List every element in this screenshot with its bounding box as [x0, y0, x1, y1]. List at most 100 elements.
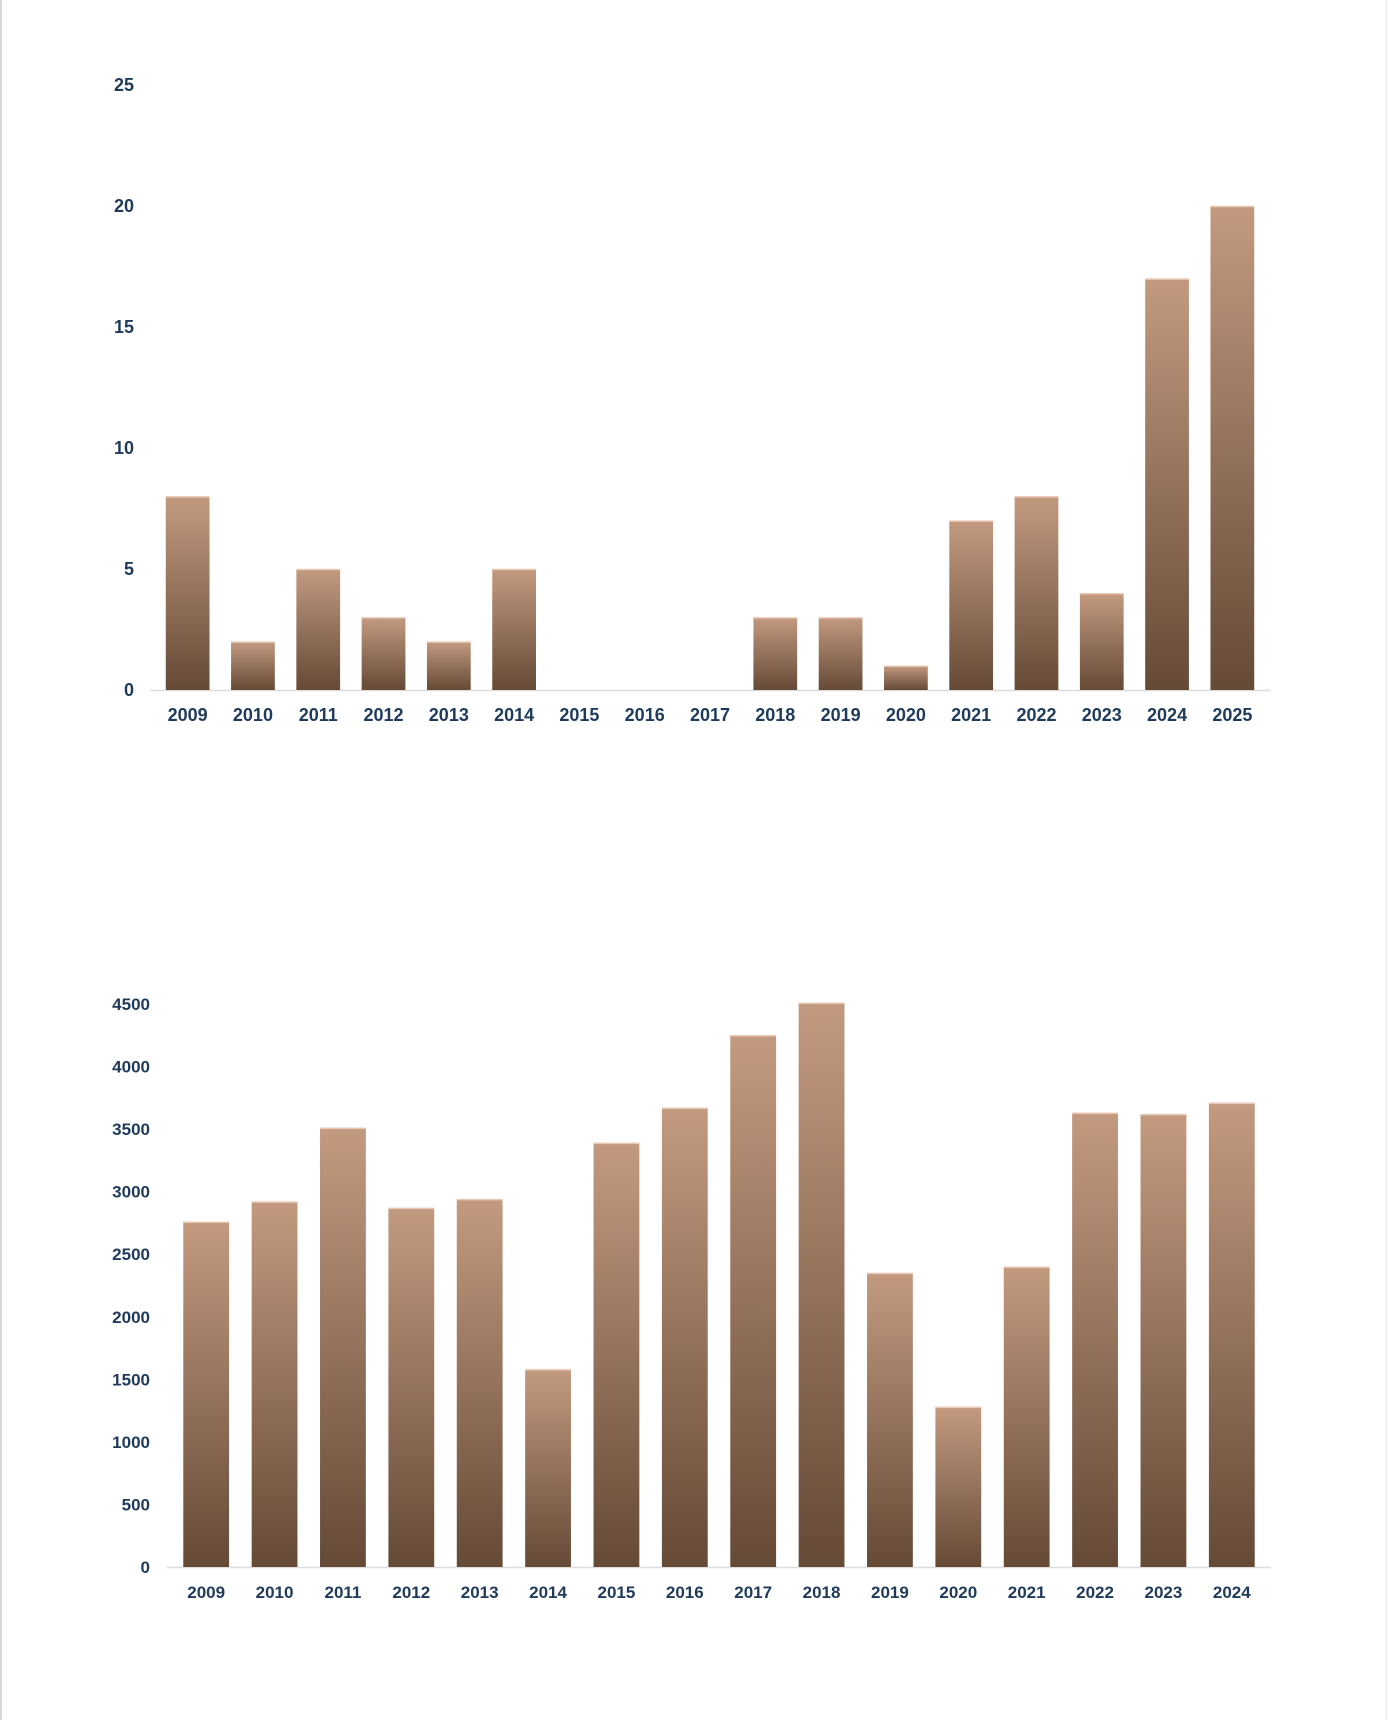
- c2-xtick-label: 2017: [734, 1583, 772, 1602]
- c1-xtick-label: 2020: [886, 705, 926, 725]
- c1-bar: [361, 617, 406, 690]
- c1-bar-group: 2012: [361, 617, 406, 725]
- c2-bar-group: 2022: [1072, 1112, 1118, 1602]
- c2-bar: [593, 1142, 640, 1567]
- c2-bar-group: 2018: [798, 1002, 845, 1602]
- c1-bar-group: 2011: [296, 568, 341, 725]
- c1-ytick-label: 15: [114, 317, 134, 337]
- c1-bar: [753, 617, 798, 690]
- c2-bar-group: 2011: [320, 1127, 366, 1602]
- c2-bar-group: 2019: [867, 1272, 913, 1602]
- c1-xtick-label: 2022: [1016, 705, 1056, 725]
- c1-xtick-label: 2021: [951, 705, 991, 725]
- c1-bar-group: 2017: [690, 705, 730, 725]
- c2-ytick-label: 500: [122, 1495, 150, 1514]
- c2-bar: [320, 1127, 366, 1567]
- c2-bar-group: 2021: [1003, 1266, 1050, 1602]
- c1-xtick-label: 2023: [1082, 705, 1122, 725]
- c1-bar: [1145, 278, 1189, 690]
- c1-xtick-label: 2017: [690, 705, 730, 725]
- c1-bar: [492, 569, 536, 690]
- c2-bar: [525, 1369, 571, 1567]
- c1-bar: [884, 665, 928, 690]
- c2-xtick-label: 2016: [666, 1583, 704, 1602]
- c2-bar: [251, 1201, 298, 1567]
- c1-bar: [1014, 496, 1059, 690]
- c1-xtick-label: 2019: [821, 705, 861, 725]
- c2-xtick-label: 2020: [939, 1583, 977, 1602]
- c1-ytick-label: 20: [114, 196, 134, 216]
- c2-bar: [1003, 1266, 1050, 1567]
- c2-xtick-label: 2010: [256, 1583, 294, 1602]
- c2-xtick-label: 2023: [1145, 1583, 1183, 1602]
- c2-bar: [730, 1035, 777, 1567]
- c1-xtick-label: 2018: [755, 705, 795, 725]
- c2-xtick-label: 2024: [1213, 1583, 1251, 1602]
- c2-bar-group: 2015: [593, 1142, 640, 1602]
- c2-bar: [935, 1406, 982, 1567]
- c1-xtick-label: 2024: [1147, 705, 1187, 725]
- c1-bar-group: 2022: [1014, 496, 1059, 725]
- c1-bar: [1079, 593, 1124, 690]
- c1-bar-group: 2021: [949, 520, 994, 725]
- c2-ytick-label: 3500: [112, 1120, 150, 1139]
- c1-bar-group: 2019: [818, 617, 863, 725]
- c2-xtick-label: 2011: [324, 1583, 361, 1602]
- c2-xtick-label: 2015: [598, 1583, 636, 1602]
- c2-bar: [661, 1107, 708, 1567]
- c1-bar-group: 2016: [625, 705, 665, 725]
- c1-bar: [818, 617, 863, 690]
- c1-bar-group: 2014: [492, 568, 536, 725]
- c2-bar: [456, 1199, 503, 1567]
- c1-bar: [949, 520, 994, 690]
- c1-bar-group: 2010: [231, 641, 275, 725]
- c2-ytick-label: 2500: [112, 1245, 150, 1264]
- c1-ytick-label: 10: [114, 438, 134, 458]
- chart-bottom: 0 500 1000 1500 2000 2500 3000 3500 4000 4500 2009…: [0, 900, 1388, 1660]
- c2-bar-group: 2009: [183, 1221, 230, 1602]
- c1-bar-group: 2025: [1210, 205, 1255, 725]
- c1-bar-group: 2015: [559, 705, 599, 725]
- c1-bar-group: 2018: [753, 617, 798, 725]
- chart-bottom-svg: 0 500 1000 1500 2000 2500 3000 3500 4000 4500 2009…: [112, 995, 1271, 1602]
- c1-xtick-label: 2013: [429, 705, 469, 725]
- c2-xtick-label: 2012: [392, 1583, 430, 1602]
- c1-ytick-label: 25: [114, 75, 134, 95]
- c1-bar-group: 2024: [1145, 278, 1189, 725]
- c2-xtick-label: 2021: [1008, 1583, 1046, 1602]
- c1-ytick-label: 0: [124, 680, 134, 700]
- c1-bar: [426, 641, 471, 690]
- c1-bar: [231, 641, 275, 690]
- c1-ytick-label: 5: [124, 559, 134, 579]
- c2-xtick-label: 2018: [803, 1583, 841, 1602]
- c2-xtick-label: 2013: [461, 1583, 499, 1602]
- c2-bar-group: 2024: [1208, 1102, 1255, 1602]
- c1-bar-group: 2020: [884, 665, 928, 725]
- c2-bar-group: 2016: [661, 1107, 708, 1602]
- c2-bar-group: 2013: [456, 1198, 503, 1602]
- c2-xtick-label: 2014: [529, 1583, 567, 1602]
- c1-bar-group: 2013: [426, 641, 471, 725]
- c2-bar: [1208, 1102, 1255, 1567]
- c1-bar: [1210, 206, 1255, 690]
- c1-bar: [165, 496, 210, 690]
- c1-bar-group: 2023: [1079, 592, 1124, 725]
- c1-xtick-label: 2016: [625, 705, 665, 725]
- c2-bar: [183, 1221, 230, 1567]
- c2-bar: [1072, 1112, 1118, 1567]
- c1-xtick-label: 2010: [233, 705, 273, 725]
- c2-ytick-label: 0: [141, 1558, 150, 1577]
- c2-bar: [867, 1272, 913, 1567]
- c1-xtick-label: 2014: [494, 705, 534, 725]
- c2-ytick-label: 1500: [112, 1370, 150, 1389]
- c2-bar-group: 2023: [1140, 1113, 1187, 1602]
- c2-xtick-label: 2009: [187, 1583, 225, 1602]
- c1-xtick-label: 2015: [559, 705, 599, 725]
- c2-bar: [388, 1207, 435, 1567]
- c1-xtick-label: 2009: [168, 705, 208, 725]
- c2-ytick-label: 4000: [112, 1058, 150, 1077]
- chart-top: 0 5 10 15 20 25 2009 2010 2011 2012 2013 2014 2015 20…: [0, 0, 1388, 780]
- c2-bar: [798, 1002, 845, 1567]
- c2-ytick-label: 2000: [112, 1308, 150, 1327]
